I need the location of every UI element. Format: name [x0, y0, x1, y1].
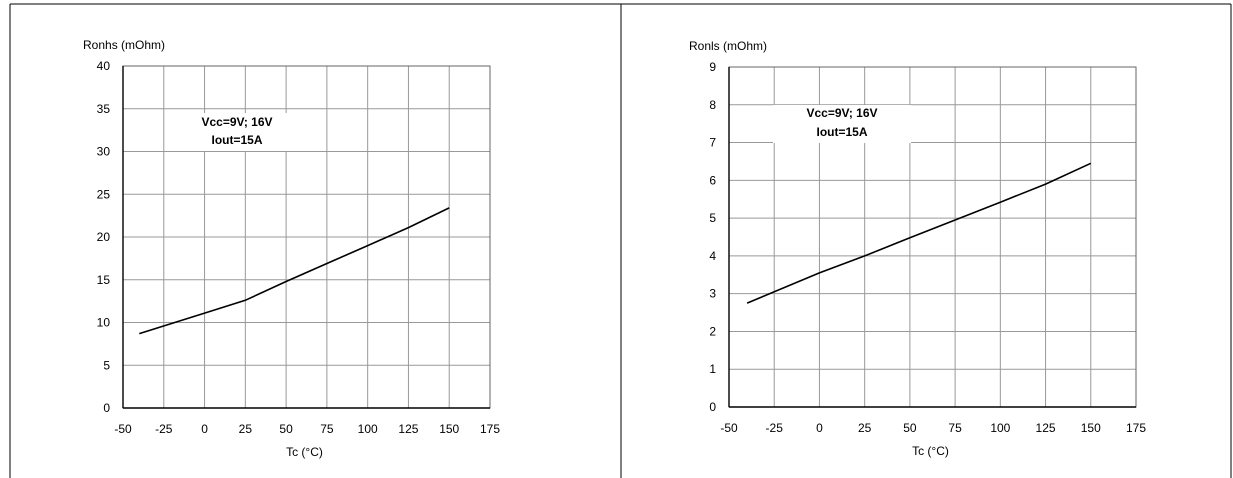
y-tick-labels: 0 1 2 3 4 5 6 7 8 9 [709, 60, 716, 414]
y-tick-label: 40 [97, 59, 111, 73]
x-tick-label: 75 [320, 422, 334, 436]
y-tick-label: 3 [709, 287, 716, 301]
y-tick-label: 7 [709, 136, 716, 150]
y-tick-label: 2 [709, 324, 716, 338]
y-tick-label: 0 [103, 401, 110, 415]
y-tick-label: 0 [709, 400, 716, 414]
y-tick-label: 20 [97, 230, 111, 244]
x-tick-label: 150 [1081, 421, 1101, 435]
y-axis-label: Ronls (mOhm) [689, 39, 767, 53]
annotation-line-2: Iout=15A [211, 133, 262, 147]
y-tick-label: 15 [97, 273, 111, 287]
x-tick-label: 75 [948, 421, 962, 435]
y-tick-label: 35 [97, 102, 111, 116]
annotation-box [773, 105, 911, 143]
y-tick-label: 9 [709, 60, 716, 74]
y-tick-label: 6 [709, 173, 716, 187]
x-tick-label: 125 [1036, 421, 1056, 435]
annotation-line-2: Iout=15A [816, 125, 867, 139]
x-axis-label: Tc (°C) [286, 445, 323, 459]
x-tick-label: 0 [816, 421, 823, 435]
y-tick-label: 1 [709, 362, 716, 376]
x-tick-label: -25 [155, 422, 173, 436]
x-tick-label: 25 [239, 422, 253, 436]
x-tick-label: 125 [398, 422, 418, 436]
x-tick-labels: -50 -25 0 25 50 75 100 125 150 175 [114, 422, 500, 436]
x-tick-label: 25 [858, 421, 872, 435]
y-tick-label: 5 [709, 211, 716, 225]
x-tick-label: -25 [766, 421, 784, 435]
y-axis-label: Ronhs (mOhm) [83, 38, 165, 52]
x-tick-label: 50 [903, 421, 917, 435]
y-tick-label: 4 [709, 249, 716, 263]
axes [728, 66, 1137, 408]
y-tick-label: 30 [97, 145, 111, 159]
annotation-box [168, 113, 306, 151]
x-axis-label: Tc (°C) [912, 444, 949, 458]
y-tick-label: 10 [97, 316, 111, 330]
y-tick-labels: 0 5 10 15 20 25 30 35 40 [97, 59, 111, 415]
x-tick-label: -50 [720, 421, 738, 435]
x-tick-labels: -50 -25 0 25 50 75 100 125 150 175 [720, 421, 1146, 435]
plot-area [746, 162, 1092, 304]
chart-ronls: -50 -25 0 25 50 75 100 125 150 175 0 1 2 3 4 5 6 7 8 9 Ron… [689, 39, 1146, 458]
y-tick-label: 5 [103, 358, 110, 372]
x-tick-label: 150 [439, 422, 459, 436]
series-line [139, 207, 450, 335]
x-tick-label: 100 [358, 422, 378, 436]
annotation-line-1: Vcc=9V; 16V [806, 106, 877, 120]
series-line [746, 162, 1092, 304]
x-tick-label: 100 [990, 421, 1010, 435]
plot-area [139, 207, 450, 335]
y-tick-label: 25 [97, 187, 111, 201]
axes [122, 65, 491, 409]
x-tick-label: 175 [1126, 421, 1146, 435]
annotation-line-1: Vcc=9V; 16V [201, 115, 272, 129]
x-tick-label: 175 [480, 422, 500, 436]
chart-ronhs: -50 -25 0 25 50 75 100 125 150 175 0 5 10 15 20 25 30 35… [83, 38, 500, 459]
y-tick-label: 8 [709, 98, 716, 112]
x-tick-label: 0 [201, 422, 208, 436]
x-tick-label: -50 [114, 422, 132, 436]
x-tick-label: 50 [279, 422, 293, 436]
